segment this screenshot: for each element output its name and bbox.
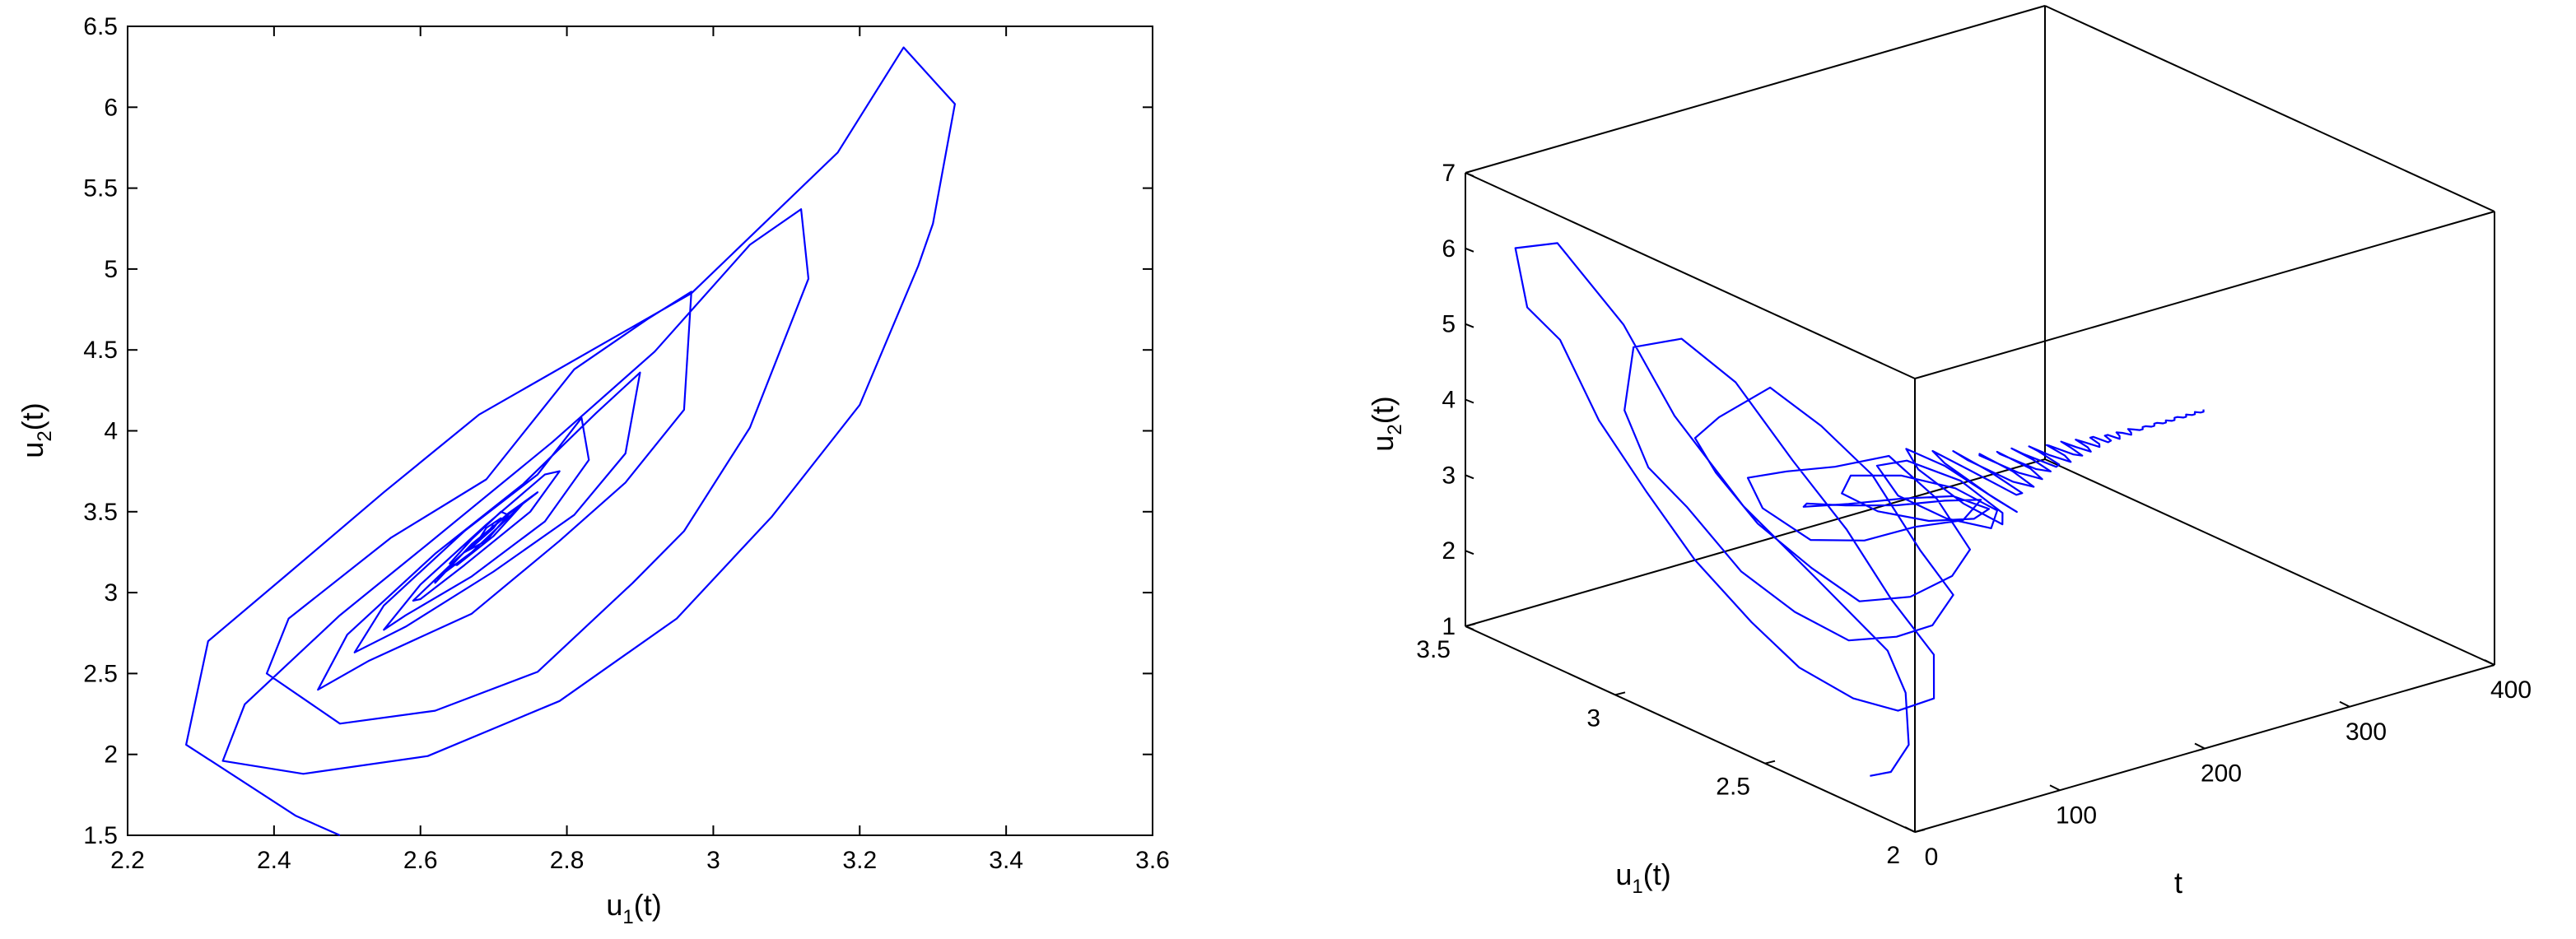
y-tick-label: 2.5 bbox=[83, 660, 118, 687]
box-edge bbox=[1465, 458, 2046, 627]
u1-tick-mark bbox=[1614, 691, 1626, 696]
y-tick-label: 3.5 bbox=[83, 499, 118, 526]
z-tick-label: 3 bbox=[1442, 462, 1456, 489]
x-tick-label: 3.4 bbox=[989, 847, 1023, 874]
z-tick-mark bbox=[1465, 550, 1474, 555]
t-tick-label: 400 bbox=[2490, 676, 2532, 704]
y-tick-label: 6.5 bbox=[83, 13, 118, 40]
z-tick-label: 7 bbox=[1442, 160, 1456, 187]
x-tick-label: 2.8 bbox=[550, 847, 585, 874]
z-tick-label: 4 bbox=[1442, 387, 1456, 414]
t-axis-ticks: 0 100 200 300 400 bbox=[1904, 659, 2532, 871]
t-tick-mark bbox=[2484, 659, 2495, 666]
y-axis-label: u2(t) bbox=[16, 402, 56, 458]
z-tick-mark bbox=[1465, 398, 1474, 404]
t-tick-mark bbox=[2339, 700, 2350, 708]
u1-axis-ticks: 2 2.5 3 3.5 bbox=[1416, 623, 1926, 869]
phase-portrait-chart: 2.2 2.4 2.6 2.8 3 3.2 3.4 3.6 1.5 2 2.5 3 3.5 4 4.5 5 5… bbox=[16, 13, 1170, 928]
z-tick-mark bbox=[1465, 247, 1474, 253]
t-tick-label: 300 bbox=[2345, 718, 2387, 746]
x-tick-label: 2.4 bbox=[257, 847, 291, 874]
t-tick-label: 200 bbox=[2201, 760, 2242, 788]
box-edge bbox=[1465, 5, 2046, 174]
y-tick-label: 5.5 bbox=[83, 175, 118, 202]
z-tick-label: 5 bbox=[1442, 311, 1456, 338]
u1-tick-label: 3.5 bbox=[1416, 636, 1451, 663]
t-tick-mark bbox=[2194, 742, 2206, 750]
box-edge bbox=[1914, 211, 2495, 379]
u1-tick-label: 2 bbox=[1886, 842, 1900, 869]
x-tick-label: 3 bbox=[706, 847, 720, 874]
x-axis-label: u1(t) bbox=[606, 888, 661, 928]
box-edge bbox=[2044, 5, 2495, 212]
y-tick-label: 4 bbox=[104, 418, 118, 445]
u1-tick-mark bbox=[1764, 760, 1776, 765]
trajectory-line bbox=[185, 46, 956, 837]
t-tick-label: 100 bbox=[2056, 802, 2097, 829]
u1-tick-mark bbox=[1465, 623, 1476, 627]
y-tick-label: 4.5 bbox=[83, 337, 118, 364]
plot-area bbox=[127, 26, 1153, 836]
z-tick-label: 2 bbox=[1442, 537, 1456, 565]
t-axis-label: t bbox=[2174, 866, 2182, 899]
x-tick-label: 2.2 bbox=[110, 847, 145, 874]
axes-box bbox=[1465, 5, 2495, 833]
u1-tick-label: 3 bbox=[1586, 704, 1600, 732]
u1-axis-label: u1(t) bbox=[1615, 858, 1670, 898]
t-tick-mark bbox=[2049, 784, 2061, 792]
box-edge bbox=[1465, 625, 1916, 833]
x-axis-ticks: 2.2 2.4 2.6 2.8 3 3.2 3.4 3.6 bbox=[110, 26, 1170, 874]
z-tick-mark bbox=[1465, 625, 1474, 630]
t-tick-label: 0 bbox=[1925, 844, 1939, 871]
y-axis-ticks: 1.5 2 2.5 3 3.5 4 4.5 5 5.5 6 6.5 bbox=[83, 13, 1153, 849]
y-tick-label: 2 bbox=[104, 741, 118, 769]
x-tick-label: 3.2 bbox=[842, 847, 877, 874]
box-edge bbox=[1465, 172, 1916, 379]
z-tick-mark bbox=[1465, 323, 1474, 328]
y-tick-label: 1.5 bbox=[83, 822, 118, 849]
z-tick-mark bbox=[1465, 474, 1474, 480]
trajectory-3d-line bbox=[1514, 242, 2205, 777]
z-axis-label: u2(t) bbox=[1366, 396, 1406, 451]
t-tick-mark bbox=[1904, 826, 1916, 833]
z-tick-mark bbox=[1465, 172, 1474, 177]
y-tick-label: 3 bbox=[104, 579, 118, 607]
y-tick-label: 6 bbox=[104, 94, 118, 121]
x-tick-label: 3.6 bbox=[1135, 847, 1170, 874]
u1-tick-mark bbox=[1914, 829, 1926, 833]
z-tick-label: 1 bbox=[1442, 613, 1456, 640]
x-tick-label: 2.6 bbox=[403, 847, 438, 874]
z-axis-ticks: 1 2 3 4 5 6 7 bbox=[1442, 160, 1474, 640]
u1-tick-label: 2.5 bbox=[1716, 774, 1750, 801]
box-edge bbox=[2044, 458, 2495, 666]
trajectory-3d-chart: 1 2 3 4 5 6 7 2 2.5 3 3.5 0 100 200 300 400 t u1(t) u… bbox=[1366, 5, 2532, 899]
z-tick-label: 6 bbox=[1442, 235, 1456, 263]
y-tick-label: 5 bbox=[104, 256, 118, 283]
